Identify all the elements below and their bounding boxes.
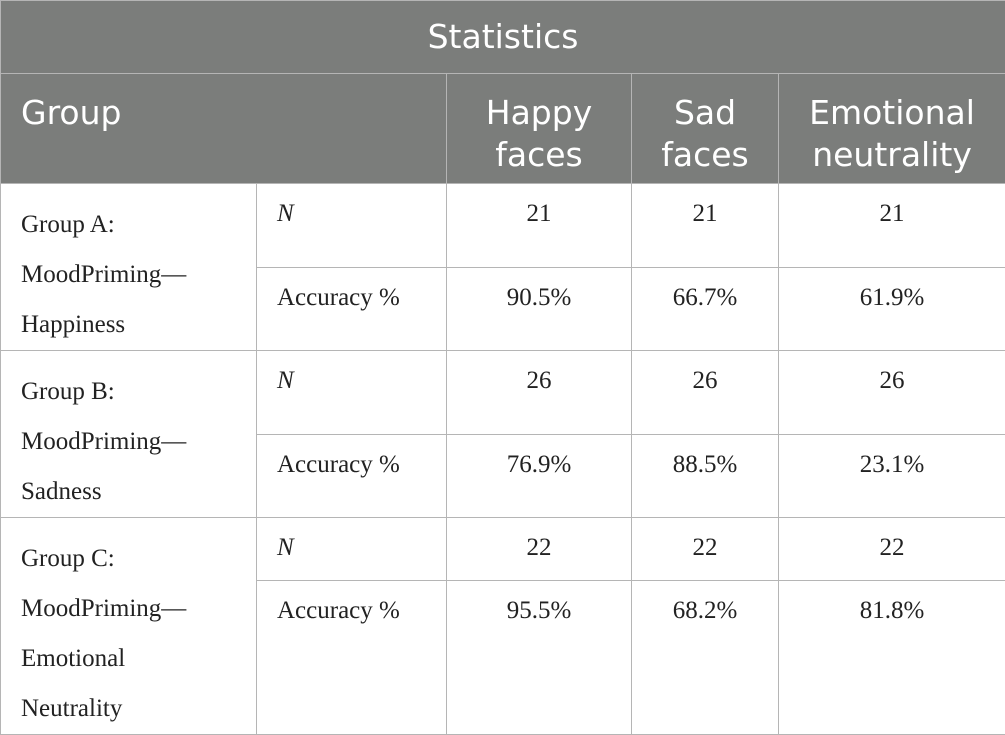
header-emotional-neutrality: Emotional neutrality: [777, 73, 1005, 184]
header-sad-line-2: faces: [661, 135, 749, 174]
group-a-line-3: Happiness: [21, 311, 126, 338]
accuracy-label: Accuracy %: [256, 433, 447, 518]
table-row: Group C: MoodPriming— Emotional Neutrali…: [0, 517, 1005, 735]
group-a-n-happy: 21: [446, 183, 632, 268]
table-row: Accuracy % 95.5% 68.2% 81.8%: [1, 579, 1005, 735]
group-b-line-1: Group B:: [21, 378, 115, 405]
group-c-line-1: Group C:: [21, 545, 115, 572]
group-a-acc-neutral: 61.9%: [777, 266, 1005, 351]
header-neutral-line-2: neutrality: [812, 135, 972, 174]
group-b-acc-neutral: 23.1%: [777, 433, 1005, 518]
group-c-acc-happy: 95.5%: [446, 579, 632, 735]
group-c-label: Group C: MoodPriming— Emotional Neutrali…: [0, 517, 257, 735]
table-row: Group A: MoodPriming— Happiness N 21 21 …: [0, 183, 1005, 351]
group-c-line-4: Neutrality: [21, 695, 123, 722]
table-row: Group B: MoodPriming— Sadness N 26 26 26: [0, 350, 1005, 518]
header-sad-line-1: Sad: [673, 93, 737, 132]
header-neutral-line-1: Emotional: [809, 93, 975, 132]
table-row: Accuracy % 90.5% 66.7% 61.9%: [1, 266, 1005, 351]
table-row: Accuracy % 76.9% 88.5% 23.1%: [1, 433, 1005, 518]
group-b-n-sad: 26: [631, 350, 779, 435]
group-c-line-2: MoodPriming—: [21, 595, 187, 622]
group-a-acc-happy: 90.5%: [446, 266, 632, 351]
n-label: N: [256, 350, 447, 435]
group-b-acc-happy: 76.9%: [446, 433, 632, 518]
group-c-n-neutral: 22: [777, 517, 1005, 581]
group-a-label: Group A: MoodPriming— Happiness: [0, 183, 257, 351]
accuracy-label: Accuracy %: [256, 579, 447, 735]
group-b-n-happy: 26: [446, 350, 632, 435]
n-label: N: [256, 183, 447, 268]
group-a-line-2: MoodPriming—: [21, 261, 187, 288]
header-happy-faces: Happy faces: [446, 73, 632, 184]
group-a-n-sad: 21: [631, 183, 779, 268]
group-b-label: Group B: MoodPriming— Sadness: [0, 350, 257, 518]
header-happy-line-2: faces: [495, 135, 583, 174]
group-a-line-1: Group A:: [21, 211, 115, 238]
header-sad-faces: Sad faces: [631, 73, 779, 184]
n-label: N: [256, 517, 447, 581]
group-b-line-2: MoodPriming—: [21, 428, 187, 455]
group-a-acc-sad: 66.7%: [631, 266, 779, 351]
group-c-acc-sad: 68.2%: [631, 579, 779, 735]
group-b-acc-sad: 88.5%: [631, 433, 779, 518]
header-group: Group: [0, 73, 447, 184]
table-title: Statistics: [0, 0, 1005, 74]
group-c-line-3: Emotional: [21, 645, 126, 672]
accuracy-label: Accuracy %: [256, 266, 447, 351]
group-b-n-neutral: 26: [777, 350, 1005, 435]
group-b-line-3: Sadness: [21, 478, 102, 505]
group-c-n-sad: 22: [631, 517, 779, 581]
header-happy-line-1: Happy: [485, 93, 593, 132]
group-a-n-neutral: 21: [777, 183, 1005, 268]
group-c-acc-neutral: 81.8%: [777, 579, 1005, 735]
group-c-n-happy: 22: [446, 517, 632, 581]
